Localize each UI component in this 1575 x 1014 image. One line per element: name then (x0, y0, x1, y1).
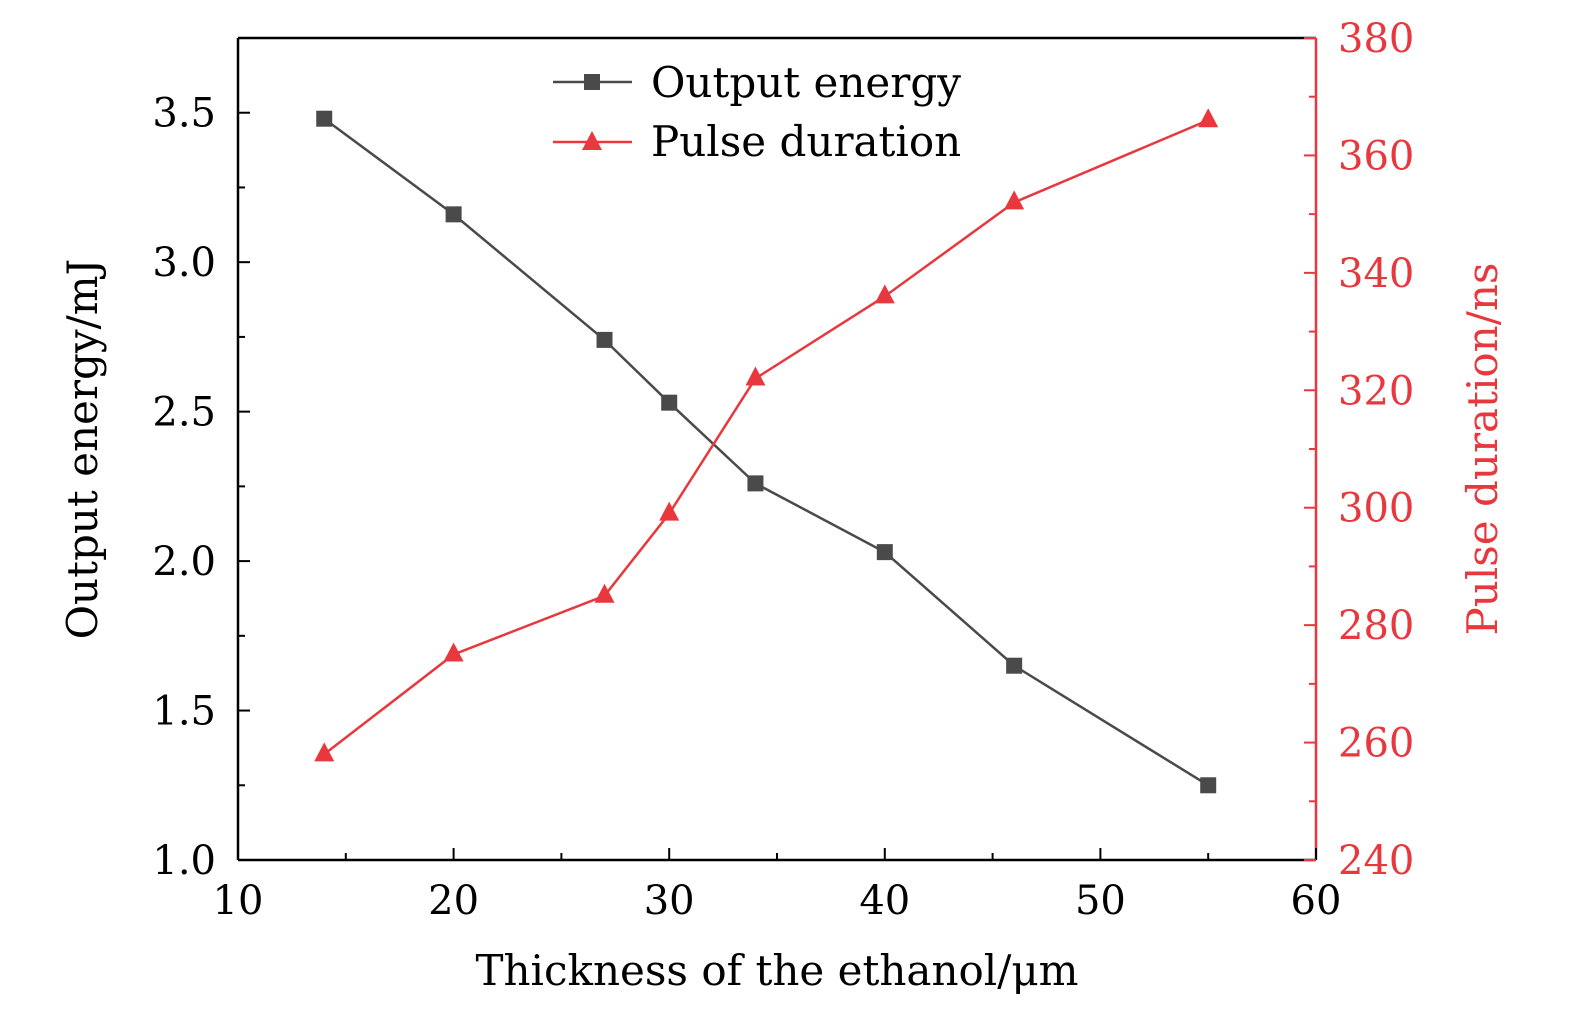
right-tick-label: 320 (1338, 368, 1414, 414)
x-axis-title: Thickness of the ethanol/μm (475, 946, 1078, 995)
left-tick-label: 3.5 (152, 91, 216, 137)
left-tick-label: 2.5 (152, 390, 216, 436)
x-tick-label: 60 (1291, 878, 1342, 924)
output-energy-point (316, 110, 333, 127)
series-line-pulse-duration (323, 119, 1209, 756)
pulse-duration-point (874, 284, 895, 304)
x-tick-label: 40 (859, 878, 910, 924)
right-tick-label: 340 (1338, 251, 1414, 297)
output-energy-point (445, 206, 462, 223)
right-tick-label: 260 (1338, 721, 1414, 767)
right-tick-label: 300 (1338, 486, 1414, 532)
output-energy-point (1006, 657, 1023, 674)
output-energy-point (1200, 777, 1217, 794)
right-axis-ticks: 240 260 280 300 320 340 360 380 (1304, 16, 1414, 884)
left-axis-ticks: 1.0 1.5 2.0 2.5 3.0 3.5 (152, 91, 250, 884)
output-energy-point (747, 475, 764, 492)
output-energy-point (596, 331, 613, 348)
series-line-output-energy (323, 117, 1209, 787)
x-tick-label: 10 (213, 878, 264, 924)
right-tick-label: 380 (1338, 16, 1414, 62)
pulse-duration-point (1004, 190, 1025, 210)
left-tick-label: 3.0 (152, 240, 216, 286)
x-tick-label: 20 (428, 878, 479, 924)
right-tick-label: 240 (1338, 838, 1414, 884)
left-axis-title: Output energy/mJ (58, 259, 107, 640)
legend-label-pulse-duration: Pulse duration (651, 117, 961, 166)
legend-marker-square (584, 74, 600, 90)
left-tick-label: 1.5 (152, 689, 216, 735)
x-tick-label: 50 (1075, 878, 1126, 924)
legend-label-output-energy: Output energy (651, 58, 961, 107)
x-tick-label: 30 (644, 878, 695, 924)
series-layer (314, 108, 1219, 794)
pulse-duration-point (745, 366, 766, 386)
legend: Output energy Pulse duration (553, 58, 961, 166)
right-tick-label: 360 (1338, 133, 1414, 179)
right-tick-label: 280 (1338, 603, 1414, 649)
pulse-duration-point (314, 742, 335, 762)
pulse-duration-point (659, 501, 680, 521)
pulse-duration-point (1198, 108, 1219, 128)
legend-marker-triangle (582, 131, 602, 150)
left-tick-label: 2.0 (152, 539, 216, 585)
left-tick-label: 1.0 (152, 838, 216, 884)
pulse-duration-point (594, 583, 615, 603)
pulse-duration-point (443, 642, 464, 662)
right-axis-title: Pulse duration/ns (1458, 263, 1507, 636)
output-energy-point (661, 394, 678, 411)
x-axis-ticks: 10 20 30 40 50 60 (213, 848, 1342, 924)
output-energy-point (876, 544, 893, 561)
